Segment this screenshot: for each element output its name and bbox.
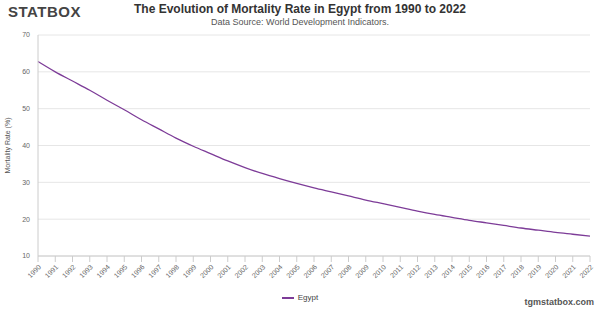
html-text:The Evolution of Mortality Rat: The Evolution of Mortality Rate in Egypt… (134, 2, 466, 16)
svg-text:2021: 2021 (561, 263, 577, 279)
html-text:Egypt: Egypt (297, 293, 319, 302)
svg-text:2013: 2013 (423, 263, 439, 279)
svg-text:1999: 1999 (182, 263, 198, 279)
svg-text:2006: 2006 (302, 263, 318, 279)
svg-text:2009: 2009 (354, 263, 370, 279)
html-text:STATBOX: STATBOX (8, 3, 81, 20)
svg-text:2007: 2007 (320, 263, 336, 279)
svg-text:2001: 2001 (216, 263, 232, 279)
svg-text:40: 40 (22, 142, 30, 149)
svg-text:1998: 1998 (164, 263, 180, 279)
svg-text:60: 60 (22, 68, 30, 75)
svg-text:2022: 2022 (578, 263, 592, 279)
svg-text:2005: 2005 (285, 263, 301, 279)
svg-text:2003: 2003 (251, 263, 267, 279)
svg-text:1995: 1995 (113, 263, 129, 279)
svg-text:2019: 2019 (527, 263, 543, 279)
svg-text:20: 20 (22, 216, 30, 223)
svg-text:Mortality Rate (%): Mortality Rate (%) (8, 117, 12, 173)
svg-text:2010: 2010 (371, 263, 387, 279)
svg-text:30: 30 (22, 179, 30, 186)
svg-text:1990: 1990 (26, 263, 42, 279)
html-text:Data Source: World Development: Data Source: World Development Indicator… (211, 17, 389, 27)
svg-text:2020: 2020 (544, 263, 560, 279)
svg-text:2015: 2015 (458, 263, 474, 279)
svg-text:2002: 2002 (233, 263, 249, 279)
svg-text:1997: 1997 (147, 263, 163, 279)
svg-text:1993: 1993 (78, 263, 94, 279)
svg-text:1994: 1994 (95, 263, 111, 279)
svg-text:1991: 1991 (44, 263, 60, 279)
svg-text:70: 70 (22, 31, 30, 38)
svg-text:2018: 2018 (509, 263, 525, 279)
svg-text:10: 10 (22, 252, 30, 259)
svg-text:2004: 2004 (268, 263, 284, 279)
svg-text:2016: 2016 (475, 263, 491, 279)
svg-text:2012: 2012 (406, 263, 422, 279)
svg-text:50: 50 (22, 105, 30, 112)
svg-text:2000: 2000 (199, 263, 215, 279)
svg-text:2011: 2011 (389, 263, 405, 279)
svg-text:2008: 2008 (337, 263, 353, 279)
svg-text:1996: 1996 (130, 263, 146, 279)
svg-text:1992: 1992 (61, 263, 77, 279)
svg-text:2017: 2017 (492, 263, 508, 279)
html-text:tgmstatbox.com: tgmstatbox.com (524, 297, 594, 307)
svg-text:2014: 2014 (440, 263, 456, 279)
